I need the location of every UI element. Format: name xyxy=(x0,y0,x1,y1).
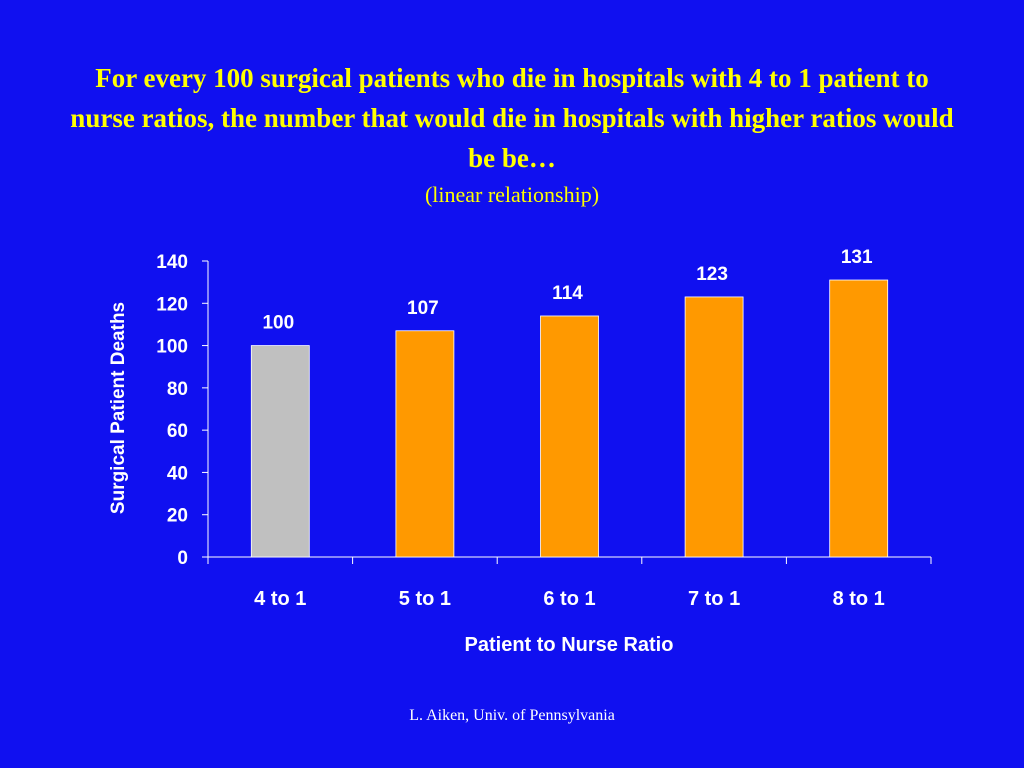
x-tick-label: 8 to 1 xyxy=(833,588,885,610)
y-tick-label: 20 xyxy=(167,506,188,527)
data-label: 123 xyxy=(696,264,728,285)
x-tick-label: 7 to 1 xyxy=(688,588,740,610)
y-tick-label: 0 xyxy=(177,548,188,569)
x-tick-label: 5 to 1 xyxy=(399,588,451,610)
bar xyxy=(684,296,744,558)
source-credit: L. Aiken, Univ. of Pennsylvania xyxy=(409,707,615,724)
y-tick-label: 140 xyxy=(156,252,188,273)
chart-bars xyxy=(250,279,889,558)
x-tick-label: 6 to 1 xyxy=(543,588,595,610)
chart-subtitle: (linear relationship) xyxy=(424,182,600,207)
y-tick-label: 120 xyxy=(156,294,188,315)
bar xyxy=(829,279,889,558)
bar xyxy=(395,330,455,558)
data-label: 114 xyxy=(552,283,583,304)
y-tick-label: 40 xyxy=(167,463,188,484)
bar xyxy=(540,315,599,558)
chart-title: For every 100 surgical patients who die … xyxy=(70,63,954,173)
chart-labels: 100 4 to 1 107 5 to 1 114 6 to 1 123 7 to 1 131 8… xyxy=(254,247,885,610)
data-label: 107 xyxy=(407,298,439,319)
data-label: 131 xyxy=(841,247,873,268)
y-tick-label: 100 xyxy=(156,337,188,358)
y-tick-label: 80 xyxy=(167,379,188,400)
y-axis-label: Surgical Patient Deaths xyxy=(108,302,129,514)
x-tick-label: 4 to 1 xyxy=(254,588,306,610)
x-axis-label: Patient to Nurse Ratio xyxy=(465,634,674,656)
y-tick-label: 60 xyxy=(167,421,188,442)
bar xyxy=(250,345,310,558)
data-label: 100 xyxy=(262,313,294,334)
